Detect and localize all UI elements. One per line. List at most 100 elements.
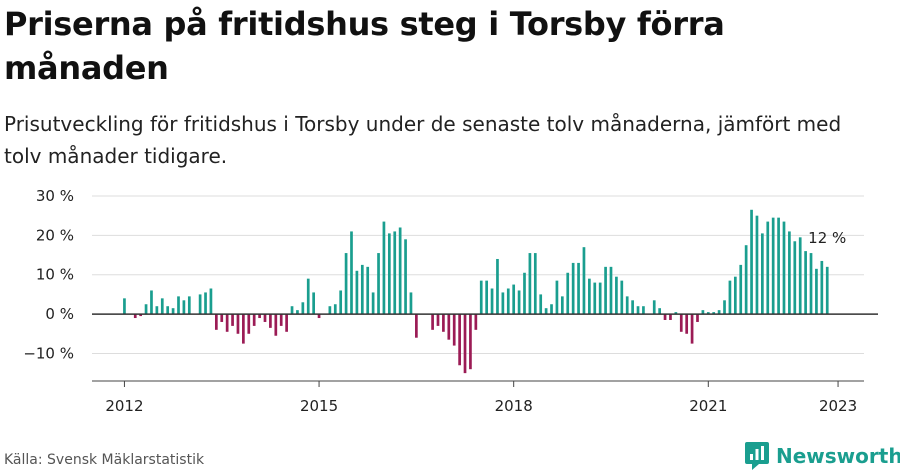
bar <box>469 314 472 370</box>
bar <box>447 314 451 340</box>
bar <box>182 300 186 315</box>
bar <box>301 302 305 315</box>
bar <box>750 209 753 315</box>
bar <box>312 292 315 315</box>
bar <box>658 308 661 315</box>
y-tick-label: 30 % <box>36 187 74 205</box>
bar <box>739 264 743 315</box>
bar <box>296 310 299 315</box>
last-value-annotation: 12 % <box>808 229 846 247</box>
bar <box>625 296 629 315</box>
bar <box>674 312 678 315</box>
bar <box>474 314 478 330</box>
bar <box>755 215 759 315</box>
bar <box>528 253 532 315</box>
bar <box>155 306 159 315</box>
bar <box>804 251 807 315</box>
grid-lines <box>92 195 864 354</box>
bar <box>696 314 699 322</box>
x-tick-label: 2018 <box>495 397 533 415</box>
bar <box>204 292 207 315</box>
x-tick-label: 2021 <box>689 397 727 415</box>
bar <box>333 304 337 315</box>
bar <box>728 280 732 315</box>
labels: −10 % 0 % 10 % 20 % 30 % 2012 2015 2018 2021 2023… <box>23 187 857 415</box>
axes <box>92 313 878 387</box>
bar <box>501 292 505 315</box>
bar <box>598 282 602 315</box>
bar <box>723 300 726 315</box>
y-tick-label: 20 % <box>36 226 74 244</box>
bar <box>771 217 775 315</box>
bar <box>793 241 797 315</box>
bar <box>571 262 575 315</box>
bar <box>177 296 180 315</box>
bar <box>209 288 213 315</box>
bar <box>371 292 375 315</box>
bar <box>263 314 267 322</box>
bar <box>463 314 467 374</box>
bar <box>442 314 445 332</box>
bar <box>533 253 537 315</box>
bar <box>139 314 142 317</box>
bar <box>690 314 694 344</box>
bar <box>236 314 240 334</box>
bar <box>247 314 251 334</box>
bar <box>604 266 607 315</box>
bar <box>404 239 407 315</box>
bar <box>214 314 218 330</box>
bar <box>328 306 332 315</box>
bar <box>761 233 764 315</box>
bar <box>415 314 418 338</box>
bar <box>555 280 559 315</box>
y-tick-label: 0 % <box>45 305 74 323</box>
bar <box>458 314 461 366</box>
bar <box>479 280 483 315</box>
bar <box>171 308 175 315</box>
bar <box>317 314 321 319</box>
bar <box>225 314 229 332</box>
bar <box>615 276 618 315</box>
bar <box>777 217 780 315</box>
bar <box>706 312 710 315</box>
bar <box>652 300 656 315</box>
bar <box>387 233 391 315</box>
bar <box>712 312 716 315</box>
x-tick-label: 2012 <box>105 397 143 415</box>
bar <box>577 262 580 315</box>
chart-subtitle: Prisutveckling för fritidshus i Torsby u… <box>4 112 842 168</box>
bar <box>355 270 359 315</box>
bar <box>733 276 737 315</box>
bar <box>609 266 613 315</box>
bar <box>231 314 234 326</box>
bar <box>350 231 353 315</box>
bar <box>496 258 499 315</box>
x-tick-label: 2023 <box>819 397 857 415</box>
bar <box>582 247 586 315</box>
bar <box>636 306 640 315</box>
bar <box>539 294 543 315</box>
bar <box>566 272 570 315</box>
bar <box>588 278 591 315</box>
bar <box>642 306 645 315</box>
bar <box>133 314 137 319</box>
bar <box>377 253 380 315</box>
bar <box>815 268 818 315</box>
bar <box>398 227 402 315</box>
bar <box>685 314 689 334</box>
bar <box>620 280 624 315</box>
bar <box>166 306 170 315</box>
page-title: Priserna på fritidshus steg i Torsby för… <box>4 5 725 87</box>
bar <box>663 314 667 320</box>
bar <box>766 221 770 315</box>
bars <box>123 209 829 374</box>
bar <box>506 288 510 315</box>
newsworthy-logo-icon <box>745 442 769 470</box>
bar <box>517 290 521 315</box>
bar <box>242 314 245 344</box>
bar <box>344 253 348 315</box>
bar <box>274 314 278 336</box>
bar <box>490 288 494 315</box>
bar <box>717 310 721 315</box>
bar <box>631 300 634 315</box>
